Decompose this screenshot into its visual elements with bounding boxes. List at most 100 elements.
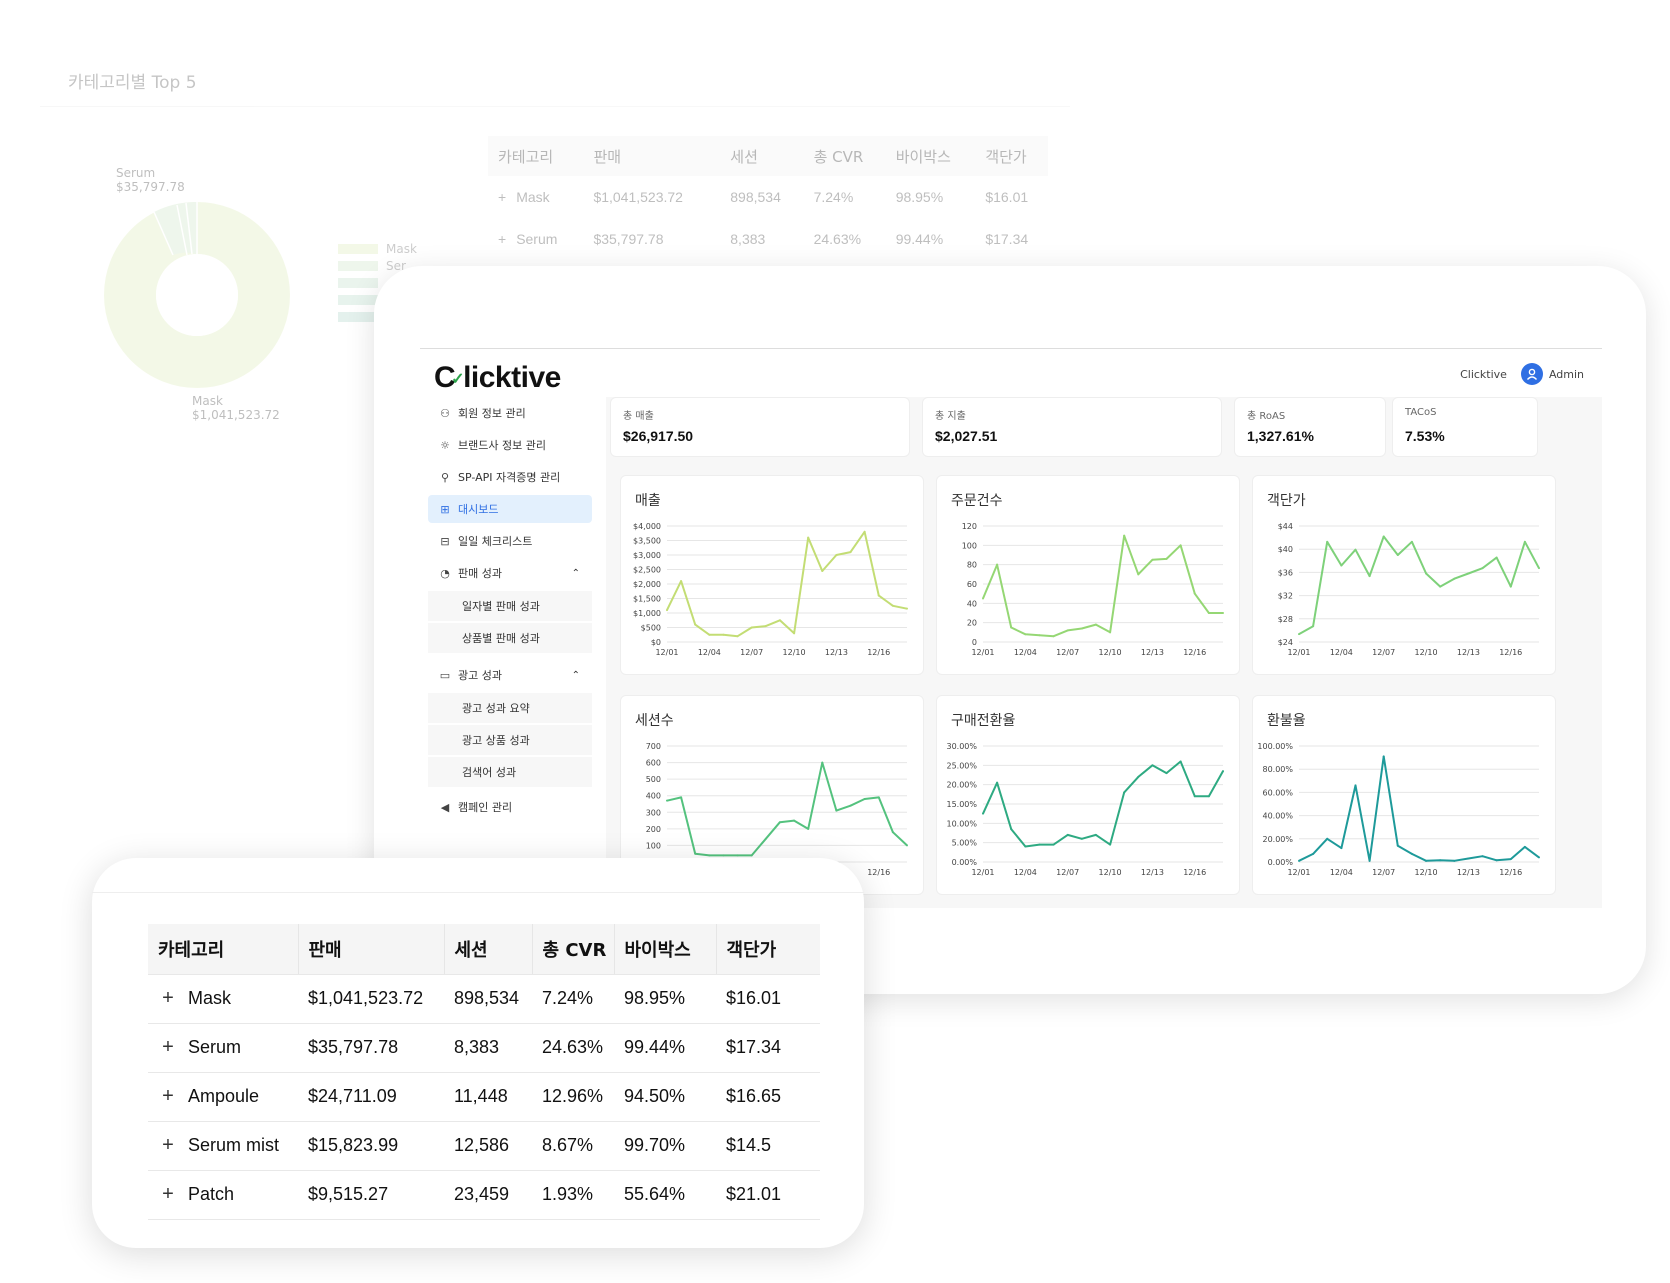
column-header-category[interactable]: 카테고리	[148, 924, 298, 975]
data-point	[1495, 556, 1498, 559]
pie-icon: ◔	[440, 566, 450, 580]
x-tick-label: 12/16	[1499, 868, 1522, 877]
data-point	[1038, 843, 1041, 846]
y-tick-label: 20.00%	[946, 781, 977, 790]
table-row[interactable]: + Serum $35,797.78 8,383 24.63% 99.44% $1…	[148, 1023, 820, 1073]
x-tick-label: 12/10	[1415, 868, 1438, 877]
column-header-sessions[interactable]: 세션	[443, 924, 532, 975]
sidebar-subitem-product-sales[interactable]: 상품별 판매 성과	[428, 623, 592, 653]
data-point	[996, 563, 999, 566]
data-point	[778, 619, 781, 622]
y-tick-label: 80	[967, 561, 977, 570]
x-tick-label: 12/04	[1014, 868, 1037, 877]
data-point	[1052, 843, 1055, 846]
sidebar-item-brands[interactable]: ☼ 브랜드사 정보 관리	[428, 431, 592, 459]
user-menu[interactable]: Admin	[1520, 363, 1584, 385]
sidebar-item-members[interactable]: ⚇ 회원 정보 관리	[428, 399, 592, 427]
sidebar-item-sp-api[interactable]: ⚲ SP-API 자격증명 관리	[428, 463, 592, 491]
column-header-sales[interactable]: 판매	[297, 924, 444, 975]
y-tick-label: 400	[646, 792, 661, 801]
data-point	[1109, 631, 1112, 634]
sidebar-item-sales[interactable]: ◔ 판매 성과 ⌃	[428, 559, 592, 587]
data-point	[1509, 585, 1512, 588]
table-row[interactable]: + Mask $1,041,523.72 898,534 7.24% 98.95%…	[148, 974, 820, 1024]
chart-title: 매출	[635, 493, 661, 509]
data-point	[1222, 612, 1224, 614]
y-tick-label: 200	[646, 825, 661, 834]
expand-icon[interactable]: +	[498, 189, 507, 205]
data-point	[1495, 859, 1498, 862]
x-tick-label: 12/01	[1287, 648, 1310, 657]
x-tick-label: 12/13	[1457, 648, 1480, 657]
orders-line-chart: 0 20 40 60 80 100 120 12/01 12/04 12/07 12/10 12/13…	[962, 522, 1224, 657]
expand-icon[interactable]: +	[162, 1183, 174, 1205]
x-tick-label: 12/10	[1099, 868, 1122, 877]
data-point	[736, 635, 739, 638]
sidebar-item-dashboard[interactable]: ⊞ 대시보드	[428, 495, 592, 523]
column-header: 카테고리	[488, 136, 584, 176]
column-header-cvr[interactable]: 총 CVR	[531, 924, 614, 975]
x-tick-label: 12/01	[971, 868, 994, 877]
data-point	[680, 796, 683, 799]
dashboard-screen: C✓licktive Clicktive Admin ⚇ 회원 정보 관리 ☼ 브랜…	[420, 348, 1602, 908]
column-header-aov[interactable]: 객단가	[715, 924, 820, 975]
sidebar-item-checklist[interactable]: ⊟ 일일 체크리스트	[428, 527, 592, 555]
section-title: 카테고리별 Top 5	[68, 73, 197, 93]
legend-item: Ser	[338, 257, 417, 274]
data-point	[1354, 548, 1357, 551]
donut-label-mask: Mask $1,041,523.72	[192, 394, 280, 422]
sidebar-subitem-ad-summary[interactable]: 광고 성과 요약	[428, 693, 592, 723]
sidebar-subitem-ad-products[interactable]: 광고 상품 성과	[428, 725, 592, 755]
sidebar-subitem-search-terms[interactable]: 검색어 성과	[428, 757, 592, 787]
legend-item	[338, 274, 417, 291]
y-tick-label: $3,000	[633, 551, 661, 560]
donut-label-serum: Serum $35,797.78	[116, 166, 185, 194]
chart-title: 세션수	[635, 713, 674, 729]
x-tick-label: 12/01	[971, 648, 994, 657]
data-point	[863, 530, 866, 533]
data-point	[1538, 856, 1540, 859]
sidebar-subitem-daily-sales[interactable]: 일자별 판매 성과	[428, 591, 592, 621]
brand-name[interactable]: Clicktive	[1460, 367, 1507, 381]
conversion-line-chart: 0.00% 5.00% 10.00% 15.00% 20.00% 25.00% 30.00%…	[946, 742, 1224, 877]
sidebar-item-campaigns[interactable]: ◀ 캠페인 관리	[428, 793, 592, 821]
data-point	[1467, 572, 1470, 575]
gear-icon: ☼	[440, 438, 450, 452]
expand-icon[interactable]: +	[162, 987, 174, 1009]
chart-conversion: 구매전환율 0.00% 5.00% 10.00% 15.00% 20.00% 25.00%…	[936, 695, 1240, 895]
data-point	[1481, 567, 1484, 570]
legend-item	[338, 308, 417, 325]
data-point	[1066, 833, 1069, 836]
y-tick-label: $500	[641, 624, 661, 633]
data-point	[1207, 612, 1210, 614]
x-tick-label: 12/10	[1099, 648, 1122, 657]
table-row[interactable]: + Serum mist $15,823.99 12,586 8.67% 99.7…	[148, 1121, 820, 1171]
expand-icon[interactable]: +	[162, 1085, 174, 1107]
data-point	[1193, 795, 1196, 798]
data-point	[1137, 573, 1140, 576]
clicktive-logo[interactable]: C✓licktive	[434, 361, 561, 394]
data-point	[1396, 844, 1399, 847]
data-point	[1523, 845, 1526, 848]
x-tick-label: 12/13	[1141, 648, 1164, 657]
chart-title: 객단가	[1267, 493, 1306, 509]
y-tick-label: 40.00%	[1262, 812, 1293, 821]
data-point	[1298, 859, 1300, 862]
table-row[interactable]: + Patch $9,515.27 23,459 1.93% 55.64% $21…	[148, 1170, 820, 1220]
expand-icon[interactable]: +	[162, 1134, 174, 1156]
x-tick-label: 12/16	[1183, 648, 1206, 657]
data-point	[1298, 633, 1300, 636]
sidebar-item-ads[interactable]: ▭ 광고 성과 ⌃	[439, 668, 580, 683]
expand-icon[interactable]: +	[498, 231, 507, 247]
y-tick-label: 60.00%	[1262, 788, 1293, 797]
y-tick-label: 600	[646, 759, 661, 768]
kpi-tacos: TACoS 7.53%	[1392, 397, 1538, 457]
data-point	[849, 804, 852, 807]
expand-icon[interactable]: +	[162, 1036, 174, 1058]
column-header-buybox[interactable]: 바이박스	[613, 924, 716, 975]
dashboard-content: 총 매출 $26,917.50 총 지출 $2,027.51 총 RoAS 1,…	[606, 397, 1602, 908]
series-line	[982, 534, 1223, 638]
donut-legend: Mask Ser	[338, 240, 417, 325]
x-tick-label: 12/04	[1014, 648, 1037, 657]
table-row[interactable]: + Ampoule $24,711.09 11,448 12.96% 94.50%…	[148, 1072, 820, 1122]
